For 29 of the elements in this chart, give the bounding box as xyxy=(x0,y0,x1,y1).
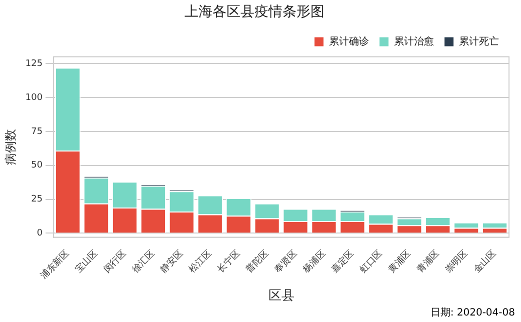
y-tick-label: 50 xyxy=(31,160,43,171)
legend-label: 累计确诊 xyxy=(329,35,369,48)
y-tick-label: 125 xyxy=(25,58,43,69)
x-tick-label: 杨浦区 xyxy=(300,248,328,276)
y-tick-label: 100 xyxy=(25,92,43,103)
chart-title: 上海各区县疫情条形图 xyxy=(184,4,324,20)
x-tick-label: 徐汇区 xyxy=(130,248,157,275)
x-tick-label: 宝山区 xyxy=(73,248,100,275)
y-tick-label: 0 xyxy=(36,228,43,239)
x-tick-label: 浦东新区 xyxy=(38,248,72,282)
x-tick-label: 闵行区 xyxy=(102,248,129,275)
x-tick-label: 虹口区 xyxy=(358,248,385,275)
x-tick-label: 青浦区 xyxy=(414,248,442,275)
y-axis-title: 病例数 xyxy=(3,129,18,166)
y-tick-label: 25 xyxy=(31,194,43,205)
x-tick-label: 黄浦区 xyxy=(386,248,414,275)
x-tick-label: 金山区 xyxy=(472,248,499,275)
x-tick-label: 松江区 xyxy=(187,248,214,275)
y-tick-label: 75 xyxy=(31,126,43,137)
text: 日期: 2020-04-08 xyxy=(430,306,515,319)
legend-label: 累计治愈 xyxy=(394,35,434,48)
x-tick-label: 长宁区 xyxy=(216,248,242,275)
x-tick-label: 奉贤区 xyxy=(272,248,300,275)
legend-label: 累计死亡 xyxy=(459,35,499,48)
x-tick-label: 嘉定区 xyxy=(329,248,356,275)
x-axis-title: 区县 xyxy=(268,288,294,304)
x-tick-label: 崇明区 xyxy=(443,248,470,275)
x-tick-label: 静安区 xyxy=(158,248,186,275)
x-tick-label: 普陀区 xyxy=(244,248,271,275)
